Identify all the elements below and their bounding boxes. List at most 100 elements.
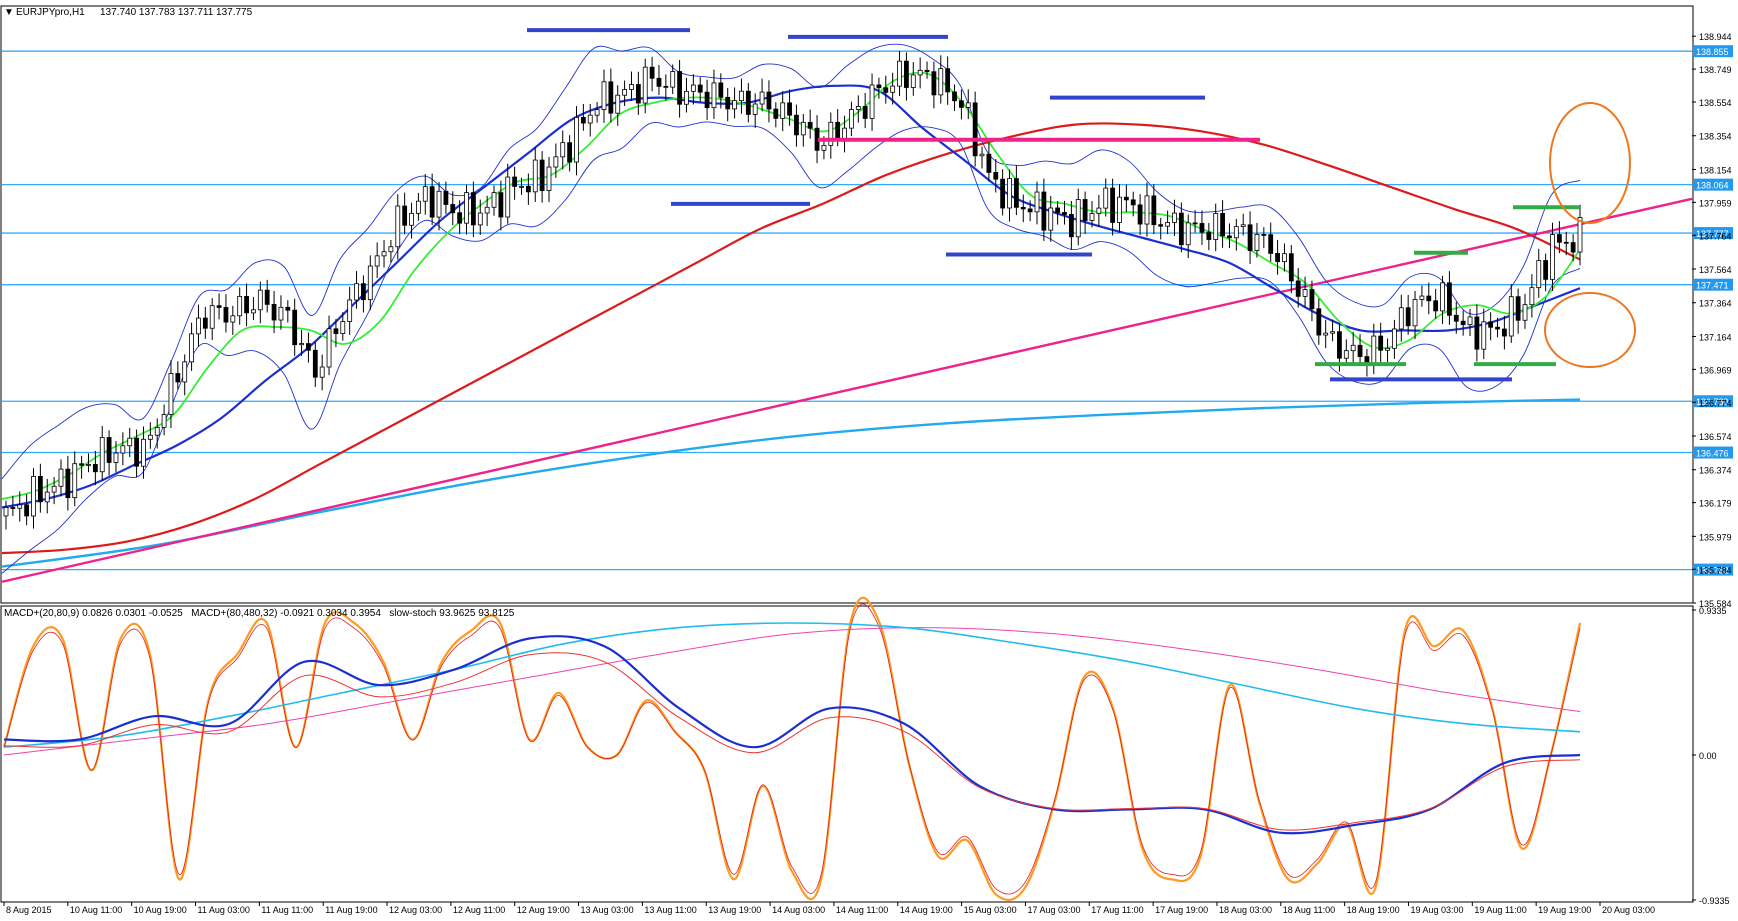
y-tick-label: 138.944 — [1699, 32, 1732, 42]
candle-body — [1206, 231, 1212, 240]
candle-body — [141, 438, 146, 467]
candle-body — [656, 77, 662, 87]
candle-body — [147, 434, 153, 440]
candle-body — [1536, 260, 1542, 289]
candle-body — [965, 102, 971, 108]
candle-body — [945, 68, 951, 93]
candle-body — [910, 74, 916, 88]
candle-body — [340, 321, 346, 334]
candle-body — [1501, 328, 1507, 337]
x-tick-label: 14 Aug 19:00 — [900, 905, 953, 915]
candle-body — [931, 71, 937, 96]
candle-body — [1220, 213, 1225, 237]
candle-body — [202, 317, 208, 329]
candle-body — [512, 176, 518, 187]
candle-body — [182, 361, 188, 383]
candle-body — [1275, 253, 1280, 263]
candle-body — [278, 306, 284, 321]
candle-body — [1178, 212, 1184, 246]
x-tick-label: 12 Aug 03:00 — [389, 905, 442, 915]
x-tick-label: 13 Aug 11:00 — [644, 905, 696, 915]
x-tick-label: 20 Aug 03:00 — [1602, 905, 1655, 915]
candle-body — [443, 190, 449, 205]
candle-body — [917, 69, 923, 76]
y-tick-label: 135.979 — [1699, 532, 1732, 542]
y-tick-label: 136.574 — [1699, 432, 1732, 442]
candle-body — [1309, 289, 1315, 310]
candle-body — [319, 366, 325, 378]
candle-body — [567, 142, 573, 163]
candle-body — [952, 91, 957, 102]
candle-body — [381, 251, 387, 257]
candle-body — [237, 295, 243, 317]
candle-body — [326, 328, 332, 368]
candle-body — [127, 437, 133, 447]
candle-body — [99, 437, 105, 473]
macd-long-signal-line — [3, 627, 1581, 756]
candle-body — [519, 185, 524, 188]
candle-body — [271, 303, 277, 321]
candle-body — [972, 102, 978, 157]
candle-body — [1357, 344, 1363, 357]
candle-body — [1447, 282, 1452, 316]
candle-body — [1137, 204, 1143, 225]
candle-body — [1192, 222, 1198, 225]
ind-y-tick-label: -0.9335 — [1699, 896, 1730, 906]
candle-body — [58, 468, 64, 487]
candle-body — [711, 82, 717, 109]
candle-body — [10, 507, 16, 509]
header-arrow[interactable]: ▼ — [4, 7, 14, 18]
trendline[interactable] — [1, 197, 1693, 583]
candle-body — [993, 172, 999, 180]
price-level-label: 137.777 — [1696, 229, 1729, 239]
price-level-label: 135.782 — [1696, 566, 1729, 576]
candle-body — [766, 91, 772, 110]
x-tick-label: 14 Aug 03:00 — [772, 905, 825, 915]
candle-body — [622, 89, 628, 96]
candle-body — [1062, 212, 1067, 215]
symbol-label: EURJPYpro,H1 — [16, 7, 85, 18]
candle-body — [924, 69, 930, 73]
candle-body — [44, 491, 50, 503]
candle-body — [264, 289, 270, 305]
candle-body — [361, 283, 366, 301]
candle-body — [257, 289, 263, 311]
y-tick-label: 138.354 — [1699, 132, 1732, 142]
candle-body — [1261, 233, 1267, 236]
candle-body — [457, 212, 463, 224]
y-tick-label: 135.784 — [1699, 565, 1732, 575]
candle-body — [189, 333, 194, 363]
indicator-panel[interactable] — [0, 605, 1694, 903]
candle-body — [883, 87, 889, 93]
candle-body — [367, 265, 373, 301]
candle-body — [1103, 187, 1109, 209]
candle-body — [216, 305, 222, 308]
candle-body — [470, 192, 476, 226]
candle-body — [1172, 212, 1177, 223]
candle-body — [1337, 331, 1342, 359]
price-level-label: 137.471 — [1696, 281, 1729, 291]
candle-body — [1543, 260, 1549, 280]
main-price-panel[interactable] — [0, 5, 1694, 604]
candle-body — [1123, 196, 1129, 201]
candle-body — [1117, 196, 1122, 223]
candle-body — [1350, 344, 1356, 352]
candle-body — [333, 328, 339, 334]
x-tick-label: 13 Aug 19:00 — [708, 905, 761, 915]
candle-body — [37, 476, 43, 503]
candle-body — [649, 66, 655, 79]
candle-body — [292, 309, 298, 346]
candle-body — [1158, 224, 1164, 227]
y-tick-label: 138.554 — [1699, 98, 1732, 108]
candle-body — [422, 186, 428, 202]
x-tick-label: 11 Aug 03:00 — [198, 905, 250, 915]
candle-body — [154, 426, 160, 436]
candle-body — [835, 121, 841, 140]
candle-body — [739, 90, 744, 102]
candle-body — [780, 102, 786, 119]
candle-body — [979, 153, 985, 157]
candle-body — [1570, 242, 1576, 253]
ema-fast-line — [1, 71, 1581, 500]
candle-body — [1460, 320, 1466, 326]
